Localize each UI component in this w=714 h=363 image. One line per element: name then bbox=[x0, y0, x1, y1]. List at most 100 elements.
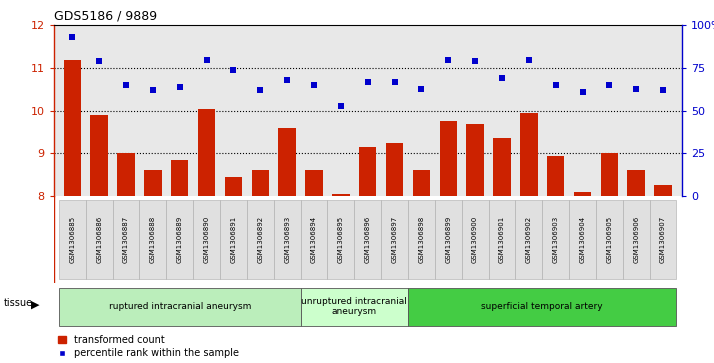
Text: ruptured intracranial aneurysm: ruptured intracranial aneurysm bbox=[109, 302, 251, 311]
Point bbox=[121, 82, 132, 88]
Bar bbox=[654, 185, 672, 196]
Text: GSM1306891: GSM1306891 bbox=[231, 216, 236, 263]
Bar bbox=[381, 200, 408, 279]
Point bbox=[335, 103, 346, 109]
Bar bbox=[650, 200, 676, 279]
Bar bbox=[273, 200, 301, 279]
Bar bbox=[64, 60, 81, 196]
Bar bbox=[547, 155, 564, 196]
Point bbox=[550, 82, 561, 88]
Point bbox=[94, 58, 105, 64]
Point bbox=[469, 58, 481, 64]
Text: GSM1306895: GSM1306895 bbox=[338, 216, 344, 263]
Text: GSM1306899: GSM1306899 bbox=[446, 216, 451, 263]
Text: GSM1306904: GSM1306904 bbox=[580, 216, 585, 263]
Bar bbox=[493, 138, 511, 196]
Bar bbox=[462, 200, 488, 279]
Text: GSM1306905: GSM1306905 bbox=[606, 216, 613, 263]
Bar bbox=[386, 143, 403, 196]
Bar bbox=[623, 200, 650, 279]
Text: tissue: tissue bbox=[4, 298, 33, 308]
Bar bbox=[440, 121, 457, 196]
Point bbox=[174, 84, 186, 90]
Bar bbox=[332, 194, 350, 196]
Text: GSM1306892: GSM1306892 bbox=[257, 216, 263, 263]
Point bbox=[228, 67, 239, 73]
Text: GSM1306885: GSM1306885 bbox=[69, 216, 76, 263]
Bar bbox=[306, 170, 323, 196]
Point bbox=[577, 89, 588, 95]
Text: superficial temporal artery: superficial temporal artery bbox=[481, 302, 603, 311]
Bar bbox=[354, 200, 381, 279]
Bar bbox=[301, 200, 328, 279]
Bar bbox=[413, 170, 430, 196]
Bar bbox=[59, 200, 86, 279]
Point bbox=[416, 86, 427, 91]
Point bbox=[603, 82, 615, 88]
Bar bbox=[488, 200, 516, 279]
Text: GSM1306900: GSM1306900 bbox=[472, 216, 478, 263]
Bar bbox=[144, 170, 161, 196]
Bar bbox=[117, 153, 135, 196]
Point bbox=[308, 82, 320, 88]
Bar bbox=[569, 200, 596, 279]
Bar bbox=[408, 200, 435, 279]
Bar bbox=[542, 200, 569, 279]
Bar bbox=[328, 200, 354, 279]
Bar bbox=[596, 200, 623, 279]
Bar bbox=[574, 192, 591, 196]
Text: GSM1306893: GSM1306893 bbox=[284, 216, 290, 263]
Point bbox=[281, 77, 293, 83]
Bar bbox=[516, 200, 542, 279]
Bar bbox=[113, 200, 139, 279]
Bar bbox=[408, 287, 676, 326]
Text: GSM1306889: GSM1306889 bbox=[177, 216, 183, 263]
Bar bbox=[220, 200, 247, 279]
Bar bbox=[628, 170, 645, 196]
Point bbox=[523, 57, 535, 62]
Point bbox=[443, 57, 454, 62]
Bar bbox=[166, 200, 193, 279]
Bar bbox=[225, 177, 242, 196]
Bar bbox=[247, 200, 273, 279]
Bar bbox=[198, 109, 216, 196]
Point bbox=[389, 79, 401, 85]
Text: ▶: ▶ bbox=[31, 300, 40, 310]
Text: GSM1306888: GSM1306888 bbox=[150, 216, 156, 263]
Text: unruptured intracranial
aneurysm: unruptured intracranial aneurysm bbox=[301, 297, 407, 317]
Text: GSM1306896: GSM1306896 bbox=[365, 216, 371, 263]
Text: GSM1306907: GSM1306907 bbox=[660, 216, 666, 263]
Text: GSM1306886: GSM1306886 bbox=[96, 216, 102, 263]
Bar bbox=[520, 113, 538, 196]
Text: GSM1306898: GSM1306898 bbox=[418, 216, 424, 263]
Bar bbox=[86, 200, 113, 279]
Bar bbox=[193, 200, 220, 279]
Point bbox=[362, 79, 373, 85]
Text: GDS5186 / 9889: GDS5186 / 9889 bbox=[54, 10, 156, 23]
Point bbox=[66, 34, 78, 40]
Text: GSM1306894: GSM1306894 bbox=[311, 216, 317, 263]
Bar bbox=[91, 115, 108, 196]
Text: GSM1306901: GSM1306901 bbox=[499, 216, 505, 263]
Bar bbox=[278, 128, 296, 196]
Text: GSM1306906: GSM1306906 bbox=[633, 216, 639, 263]
Legend: transformed count, percentile rank within the sample: transformed count, percentile rank withi… bbox=[59, 335, 239, 358]
Text: GSM1306903: GSM1306903 bbox=[553, 216, 558, 263]
Point bbox=[630, 86, 642, 91]
Point bbox=[496, 76, 508, 81]
Text: GSM1306902: GSM1306902 bbox=[526, 216, 532, 263]
Bar bbox=[359, 147, 376, 196]
Point bbox=[658, 87, 669, 93]
Bar bbox=[435, 200, 462, 279]
Bar bbox=[301, 287, 408, 326]
Bar bbox=[466, 123, 484, 196]
Bar bbox=[171, 160, 188, 196]
Text: GSM1306890: GSM1306890 bbox=[203, 216, 210, 263]
Text: GSM1306887: GSM1306887 bbox=[123, 216, 129, 263]
Bar bbox=[139, 200, 166, 279]
Bar bbox=[59, 287, 301, 326]
Point bbox=[147, 87, 159, 93]
Bar bbox=[251, 170, 269, 196]
Point bbox=[255, 87, 266, 93]
Bar bbox=[600, 153, 618, 196]
